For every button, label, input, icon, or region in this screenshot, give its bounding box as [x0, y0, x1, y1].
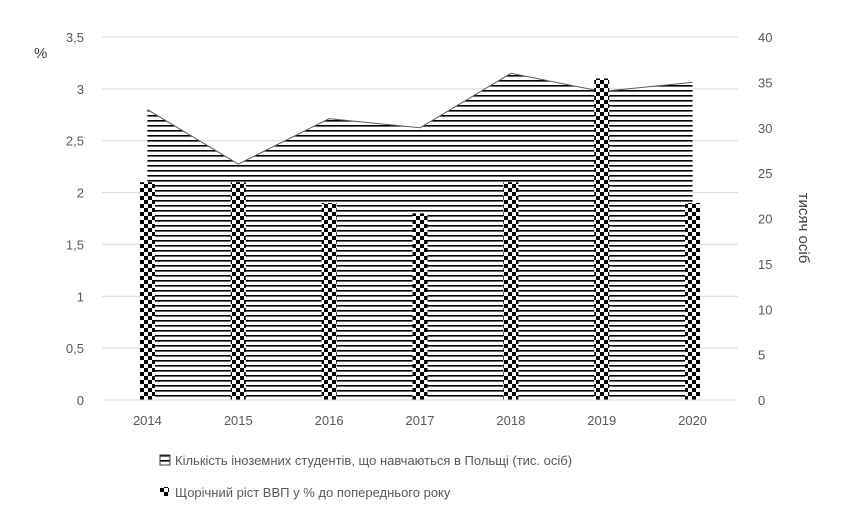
right-tick-label: 40	[758, 30, 772, 45]
gdp-bar-2017	[412, 213, 428, 400]
gdp-bar-2015	[230, 182, 246, 400]
x-tick-label: 2014	[133, 413, 162, 428]
x-tick-label: 2019	[587, 413, 616, 428]
right-tick-label: 0	[758, 393, 765, 408]
x-tick-label: 2020	[678, 413, 707, 428]
gdp-bar-2014	[139, 182, 155, 400]
right-tick-label: 35	[758, 75, 772, 90]
x-tick-label: 2016	[315, 413, 344, 428]
right-tick-label: 30	[758, 121, 772, 136]
legend-label-students: Кількість іноземних студентів, що навчаю…	[175, 453, 572, 468]
legend-item-gdp: Щорічний ріст ВВП у % до попереднього ро…	[160, 485, 451, 500]
right-axis-title: тисяч осіб	[795, 193, 812, 264]
gdp-bar-2019	[594, 78, 610, 400]
x-tick-label: 2017	[406, 413, 435, 428]
left-axis-title: %	[34, 45, 47, 62]
left-tick-label: 1,5	[66, 237, 84, 252]
gdp-bar-2018	[503, 182, 519, 400]
left-tick-label: 0	[77, 393, 84, 408]
x-tick-label: 2018	[496, 413, 525, 428]
legend-label-gdp: Щорічний ріст ВВП у % до попереднього ро…	[175, 485, 451, 500]
left-tick-label: 0,5	[66, 341, 84, 356]
legend-swatch-students	[159, 454, 171, 466]
right-tick-label: 20	[758, 212, 772, 227]
left-tick-label: 3	[77, 82, 84, 97]
legend-swatch-gdp	[160, 487, 169, 496]
gdp-bar-2016	[321, 202, 337, 400]
left-tick-label: 3,5	[66, 30, 84, 45]
axes: 0 0,5 1 1,5 2 2,5 3 3,5 0 5 10 15 20 25 30 35 40 2014 2015…	[66, 30, 773, 428]
right-tick-label: 25	[758, 166, 772, 181]
right-tick-label: 15	[758, 257, 772, 272]
gdp-bar-2020	[685, 202, 701, 400]
bar-series-layer	[139, 78, 701, 400]
right-tick-label: 5	[758, 348, 765, 363]
right-tick-label: 10	[758, 302, 772, 317]
left-tick-label: 2,5	[66, 134, 84, 149]
left-tick-label: 2	[77, 186, 84, 201]
legend: Кількість іноземних студентів, що навчаю…	[159, 453, 572, 500]
legend-item-students: Кількість іноземних студентів, що навчаю…	[159, 453, 572, 468]
left-tick-label: 1	[77, 289, 84, 304]
x-tick-label: 2015	[224, 413, 253, 428]
